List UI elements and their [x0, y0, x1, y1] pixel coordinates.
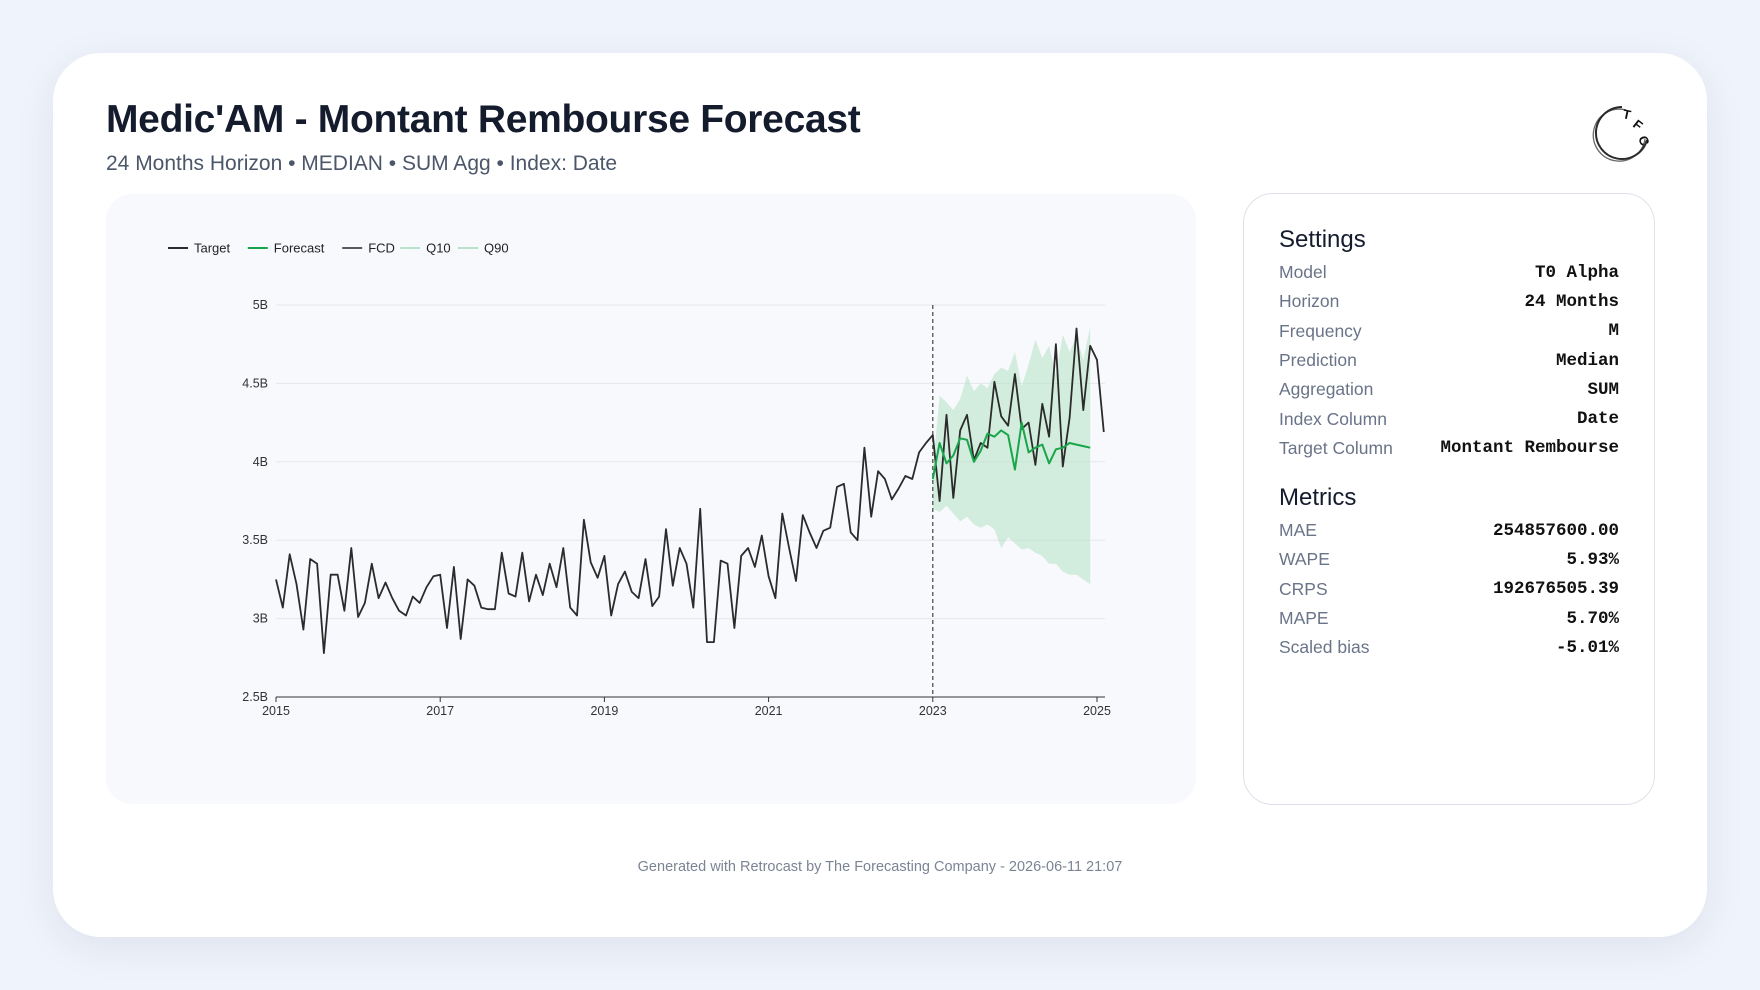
metrics-heading: Metrics	[1279, 484, 1357, 511]
settings-row-index-column: Index Column Date	[1279, 404, 1619, 433]
y-tick-label: 4B	[253, 455, 268, 469]
metric-label: MAE	[1279, 520, 1317, 541]
y-tick-label: 4.5B	[242, 376, 268, 390]
settings-value: M	[1608, 321, 1619, 342]
page-subtitle: 24 Months Horizon • MEDIAN • SUM Agg • I…	[106, 152, 618, 175]
metric-row-mae: MAE 254857600.00	[1279, 516, 1619, 545]
y-tick-label: 2.5B	[242, 690, 268, 704]
x-tick-label: 2021	[755, 704, 783, 718]
metric-value: 254857600.00	[1492, 520, 1619, 541]
settings-label: Index Column	[1279, 408, 1387, 429]
settings-panel: Settings Model T0 Alpha Horizon 24 Months …	[1243, 193, 1655, 805]
metric-row-scaled-bias: Scaled bias -5.01%	[1279, 633, 1619, 662]
metric-value: 5.70%	[1566, 608, 1619, 629]
settings-value: Median	[1555, 350, 1619, 371]
legend-label: Q10	[426, 241, 451, 256]
page-title: Medic'AM - Montant Rembourse Forecast	[106, 98, 861, 141]
metric-value: 5.93%	[1566, 549, 1619, 570]
target-series-line	[275, 327, 1105, 655]
x-tick-label: 2019	[590, 704, 618, 718]
settings-value: T0 Alpha	[1534, 262, 1619, 283]
settings-value: Montant Rembourse	[1440, 438, 1619, 459]
settings-heading: Settings	[1279, 226, 1366, 253]
x-tick-label: 2025	[1083, 704, 1111, 718]
y-tick-label: 3.5B	[242, 533, 268, 547]
metric-row-wape: WAPE 5.93%	[1279, 545, 1619, 574]
settings-row-frequency: Frequency M	[1279, 317, 1619, 346]
metrics-list: MAE 254857600.00 WAPE 5.93% CRPS 192676505.…	[1279, 516, 1619, 662]
x-tick-label: 2015	[262, 704, 290, 718]
legend-label: FCD	[368, 241, 395, 256]
tfc-logo: T F C	[1592, 106, 1653, 162]
metric-label: Scaled bias	[1279, 637, 1370, 658]
settings-row-target-column: Target Column Montant Rembourse	[1279, 434, 1619, 463]
settings-value: 24 Months	[1524, 291, 1619, 312]
settings-row-horizon: Horizon 24 Months	[1279, 287, 1619, 316]
legend-label: Target	[194, 241, 231, 256]
legend-label: Q90	[484, 241, 509, 256]
metric-row-mape: MAPE 5.70%	[1279, 604, 1619, 633]
settings-label: Prediction	[1279, 350, 1357, 371]
x-tick-label: 2023	[919, 704, 947, 718]
settings-list: Model T0 Alpha Horizon 24 Months Frequency…	[1279, 258, 1619, 463]
metric-row-crps: CRPS 192676505.39	[1279, 575, 1619, 604]
y-tick-label: 3B	[253, 612, 268, 626]
footer-note: Generated with Retrocast by The Forecast…	[637, 859, 1123, 875]
metric-label: MAPE	[1279, 608, 1329, 629]
metric-label: CRPS	[1279, 578, 1328, 599]
metric-label: WAPE	[1279, 549, 1330, 570]
settings-value: Date	[1576, 409, 1619, 430]
settings-row-aggregation: Aggregation SUM	[1279, 375, 1619, 404]
svg-text:F: F	[1630, 117, 1646, 134]
metric-value: 192676505.39	[1492, 579, 1619, 600]
settings-label: Horizon	[1279, 291, 1340, 312]
settings-label: Model	[1279, 262, 1327, 283]
settings-row-model: Model T0 Alpha	[1279, 258, 1619, 287]
forecast-series-line	[931, 421, 1091, 480]
svg-text:T: T	[1621, 106, 1632, 122]
settings-label: Aggregation	[1279, 379, 1374, 400]
metric-value: -5.01%	[1555, 637, 1619, 658]
chart-panel: 2.5B 3B 3.5B 4B 4.5B 5B 2015 2017 2019 2021 2023 20…	[106, 194, 1196, 804]
x-tick-label: 2017	[426, 704, 454, 718]
legend-label: Forecast	[274, 241, 325, 256]
settings-row-prediction: Prediction Median	[1279, 346, 1619, 375]
forecast-chart: 2.5B 3B 3.5B 4B 4.5B 5B 2015 2017 2019 2021 2023 20…	[168, 241, 1111, 718]
y-tick-label: 5B	[253, 298, 268, 312]
settings-label: Target Column	[1279, 437, 1393, 458]
settings-value: SUM	[1587, 379, 1619, 400]
settings-label: Frequency	[1279, 320, 1362, 341]
